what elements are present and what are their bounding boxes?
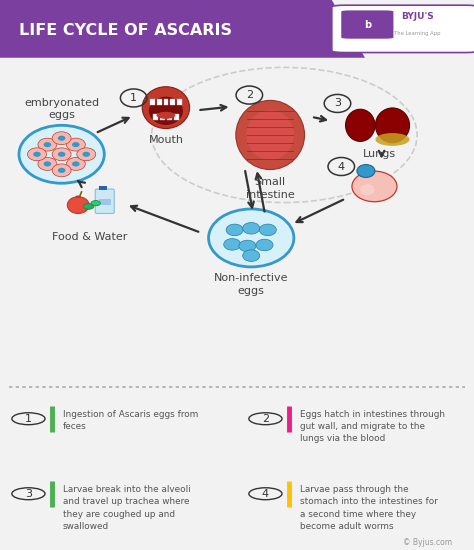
Text: 2: 2 bbox=[246, 90, 253, 100]
Circle shape bbox=[243, 250, 260, 261]
Circle shape bbox=[239, 240, 256, 252]
Text: 3: 3 bbox=[25, 489, 32, 499]
Bar bbox=[150, 98, 155, 105]
Text: Lungs: Lungs bbox=[363, 150, 396, 160]
Bar bbox=[177, 98, 182, 105]
Text: embryonated
eggs: embryonated eggs bbox=[24, 98, 99, 120]
Bar bbox=[153, 114, 158, 120]
Circle shape bbox=[44, 161, 51, 167]
Bar bbox=[167, 114, 172, 120]
Bar bbox=[160, 114, 165, 120]
Text: 1: 1 bbox=[25, 414, 32, 424]
Circle shape bbox=[72, 161, 80, 167]
Text: 4: 4 bbox=[337, 162, 345, 172]
Circle shape bbox=[77, 148, 96, 161]
FancyBboxPatch shape bbox=[341, 10, 393, 38]
Text: Small
intestine: Small intestine bbox=[246, 178, 294, 200]
Ellipse shape bbox=[375, 133, 410, 146]
Text: Food & Water: Food & Water bbox=[52, 232, 128, 242]
FancyBboxPatch shape bbox=[95, 189, 114, 213]
Ellipse shape bbox=[346, 109, 375, 141]
Circle shape bbox=[58, 136, 65, 141]
Circle shape bbox=[259, 224, 276, 236]
Text: 4: 4 bbox=[262, 489, 269, 499]
Text: Larvae break into the alveoli
and travel up trachea where
they are coughed up an: Larvae break into the alveoli and travel… bbox=[63, 485, 190, 531]
Ellipse shape bbox=[352, 171, 397, 202]
Bar bbox=[99, 186, 107, 190]
Bar bbox=[174, 114, 179, 120]
Text: Non-infective
eggs: Non-infective eggs bbox=[214, 273, 289, 296]
Circle shape bbox=[44, 142, 51, 147]
Text: BYJU'S: BYJU'S bbox=[401, 12, 434, 21]
Ellipse shape bbox=[67, 197, 89, 213]
Text: b: b bbox=[364, 20, 371, 30]
Ellipse shape bbox=[357, 164, 375, 178]
Bar bbox=[157, 98, 162, 105]
Ellipse shape bbox=[83, 204, 94, 210]
Polygon shape bbox=[0, 0, 365, 58]
Circle shape bbox=[82, 152, 90, 157]
Ellipse shape bbox=[149, 97, 183, 125]
Circle shape bbox=[52, 164, 71, 177]
Text: 2: 2 bbox=[262, 414, 269, 424]
Text: LIFE CYCLE OF ASCARIS: LIFE CYCLE OF ASCARIS bbox=[19, 23, 232, 37]
Text: Ingestion of Ascaris eggs from
feces: Ingestion of Ascaris eggs from feces bbox=[63, 410, 198, 431]
Text: 3: 3 bbox=[334, 98, 341, 108]
Ellipse shape bbox=[156, 112, 175, 119]
Ellipse shape bbox=[236, 101, 304, 169]
Circle shape bbox=[52, 148, 71, 161]
Circle shape bbox=[38, 138, 57, 151]
Text: Eggs hatch in intestines through
gut wall, and migrate to the
lungs via the bloo: Eggs hatch in intestines through gut wal… bbox=[300, 410, 445, 443]
Text: 1: 1 bbox=[130, 93, 137, 103]
Circle shape bbox=[72, 142, 80, 147]
Circle shape bbox=[33, 152, 41, 157]
Circle shape bbox=[243, 223, 260, 234]
Ellipse shape bbox=[75, 195, 81, 198]
Circle shape bbox=[66, 157, 85, 170]
Circle shape bbox=[52, 132, 71, 145]
Text: The Learning App: The Learning App bbox=[394, 31, 440, 36]
Bar bbox=[99, 199, 111, 205]
Bar bbox=[164, 98, 168, 105]
Circle shape bbox=[209, 209, 294, 267]
Text: Larvae pass through the
stomach into the intestines for
a second time where they: Larvae pass through the stomach into the… bbox=[300, 485, 438, 531]
Circle shape bbox=[27, 148, 46, 161]
Ellipse shape bbox=[246, 110, 294, 160]
Circle shape bbox=[224, 239, 241, 250]
Circle shape bbox=[38, 157, 57, 170]
Text: © Byjus.com: © Byjus.com bbox=[403, 537, 452, 547]
Circle shape bbox=[58, 168, 65, 173]
Bar bbox=[170, 98, 175, 105]
Ellipse shape bbox=[142, 87, 190, 129]
FancyBboxPatch shape bbox=[332, 5, 474, 53]
Ellipse shape bbox=[360, 184, 374, 195]
Circle shape bbox=[58, 152, 65, 157]
Circle shape bbox=[256, 239, 273, 251]
Circle shape bbox=[19, 125, 104, 183]
Circle shape bbox=[66, 138, 85, 151]
Ellipse shape bbox=[375, 108, 410, 142]
Ellipse shape bbox=[91, 201, 100, 206]
Circle shape bbox=[226, 224, 243, 236]
Text: Mouth: Mouth bbox=[148, 135, 183, 145]
